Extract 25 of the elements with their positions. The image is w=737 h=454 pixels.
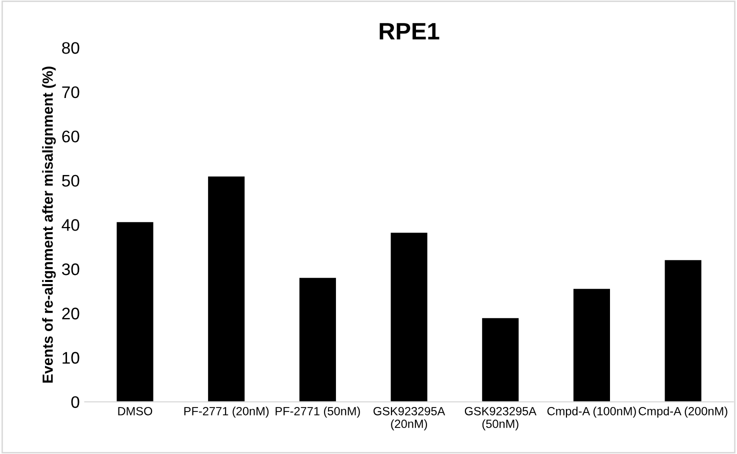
y-axis-title: Events of re-alignment after misalignment (%) <box>42 66 56 383</box>
x-tick-label: GSK923295A (50nM) <box>464 406 536 430</box>
x-tick-label: Cmpd-A (200nM) <box>638 406 728 418</box>
x-tick-label: Cmpd-A (100nM) <box>547 406 636 418</box>
bar <box>299 278 336 402</box>
y-tick-label: 30 <box>62 263 80 276</box>
y-tick-label: 0 <box>71 396 80 408</box>
y-tick-label: 40 <box>62 219 80 231</box>
bar <box>116 222 154 402</box>
bar <box>482 318 519 402</box>
bar <box>208 176 245 402</box>
y-tick-label: 80 <box>62 42 80 54</box>
bar <box>664 260 702 402</box>
y-tick-label: 70 <box>62 86 80 98</box>
bar <box>390 232 428 402</box>
y-tick-label: 60 <box>62 130 80 142</box>
y-tick-label: 20 <box>62 308 80 320</box>
x-tick-label: PF-2771 (20nM) <box>184 406 269 418</box>
chart-title: RPE1 <box>380 23 440 40</box>
x-tick-label: GSK923295A (20nM) <box>374 406 446 430</box>
bar <box>573 288 610 402</box>
y-tick-label: 10 <box>62 352 80 364</box>
y-tick-label: 50 <box>62 174 80 187</box>
x-tick-label: PF-2771 (50nM) <box>276 406 360 418</box>
x-tick-label: DMSO <box>118 406 152 416</box>
